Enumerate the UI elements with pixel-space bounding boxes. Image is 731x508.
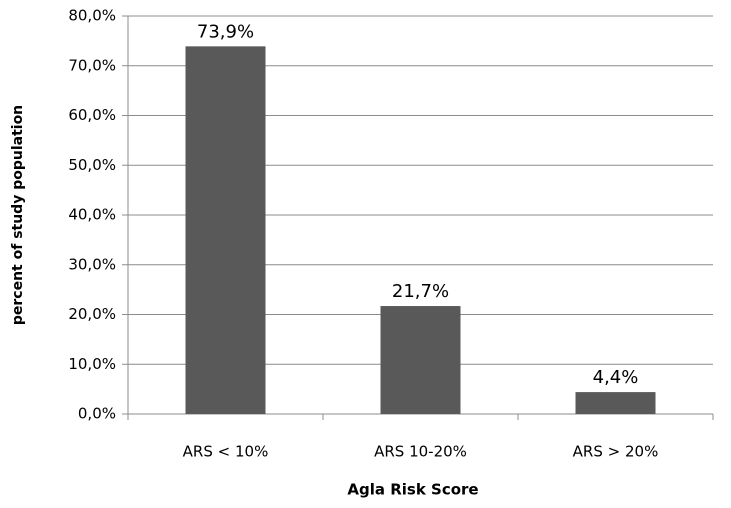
value-label: 4,4% <box>593 367 639 388</box>
y-tick-label: 0,0% <box>78 405 116 423</box>
bar <box>380 306 461 414</box>
x-axis-title: Agla Risk Score <box>347 481 478 499</box>
y-tick-label: 50,0% <box>68 156 116 174</box>
x-tick-label: ARS 10-20% <box>374 443 467 461</box>
y-tick-label: 30,0% <box>68 255 116 273</box>
y-axis-title: percent of study population <box>10 105 26 325</box>
y-tick-label: 70,0% <box>68 56 116 74</box>
x-tick-label: ARS < 10% <box>183 443 269 461</box>
y-tick-label: 60,0% <box>68 106 116 124</box>
value-label: 73,9% <box>197 21 254 42</box>
y-tick-label: 80,0% <box>68 7 116 25</box>
bar <box>575 392 656 414</box>
y-tick-label: 20,0% <box>68 305 116 323</box>
x-tick-label: ARS > 20% <box>573 443 659 461</box>
y-tick-label: 10,0% <box>68 355 116 373</box>
value-label: 21,7% <box>392 281 449 302</box>
bar <box>185 46 266 414</box>
y-tick-label: 40,0% <box>68 206 116 224</box>
